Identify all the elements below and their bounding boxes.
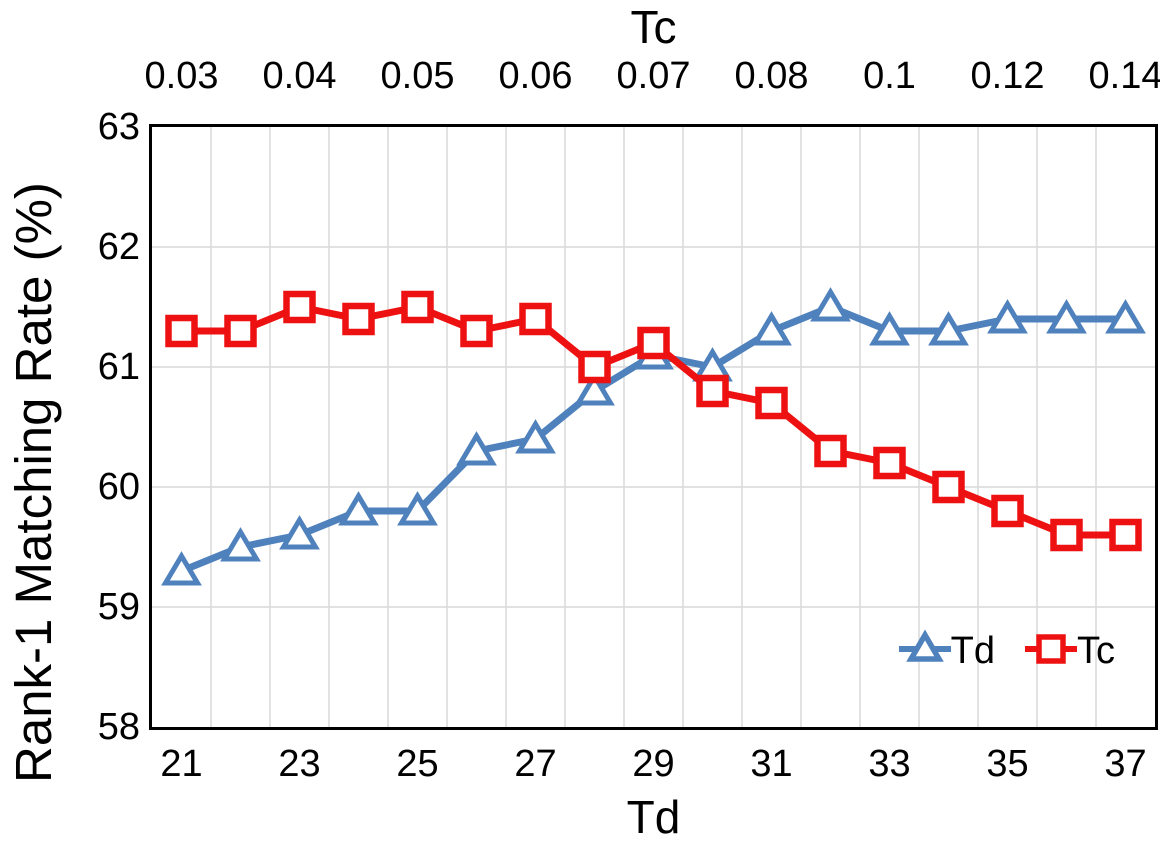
top-axis-tick: 0.06 (498, 55, 573, 97)
tc-series-marker (578, 350, 611, 384)
y-axis-tick: 61 (97, 346, 140, 388)
top-axis-tick: 0.08 (734, 55, 809, 97)
tc-series-marker (755, 386, 788, 420)
y-axis-tick: 59 (97, 586, 140, 628)
y-axis-tick: 58 (97, 706, 140, 748)
bottom-axis-tick: 21 (160, 743, 203, 785)
tc-series-marker (165, 314, 198, 348)
bottom-axis-tick: 33 (868, 743, 911, 785)
td-series-marker (338, 491, 379, 526)
top-axis-tick: 0.12 (970, 55, 1045, 97)
tc-series-marker (460, 314, 493, 348)
tc-series-marker (224, 314, 257, 348)
tc-series-marker (932, 470, 965, 504)
top-axis-tick: 0.04 (262, 55, 337, 97)
bottom-axis-tick: 37 (1104, 743, 1147, 785)
y-axis-tick: 62 (97, 226, 140, 268)
legend-item-td: Td (898, 625, 995, 676)
td-series-marker (456, 431, 497, 466)
legend-label-td: Td (950, 629, 995, 672)
chart-canvas (152, 127, 1155, 727)
bottom-axis-tick: 35 (986, 743, 1029, 785)
td-series-marker (928, 311, 969, 346)
bottom-axis-tick: 25 (396, 743, 439, 785)
tc-series-marker (342, 302, 375, 336)
top-axis-tick: 0.14 (1088, 55, 1160, 97)
tc-series-marker (873, 446, 906, 480)
td-series-marker (810, 287, 851, 322)
tc-series-marker-icon (1025, 625, 1077, 676)
tc-series-marker (1109, 518, 1142, 552)
td-series-marker-icon (898, 625, 951, 676)
legend-label-tc: Tc (1077, 629, 1115, 672)
top-axis-title: Tc (630, 1, 677, 53)
y-axis-tick: 63 (97, 106, 140, 148)
td-series-marker (515, 419, 556, 454)
tc-series-marker (283, 290, 316, 324)
tc-legend-glyph (1025, 634, 1077, 664)
top-axis-tick: 0.05 (380, 55, 455, 97)
y-axis-tick: 60 (97, 466, 140, 508)
bottom-axis-tick: 31 (750, 743, 793, 785)
td-series-marker (574, 371, 615, 406)
top-axis-tick: 0.1 (863, 55, 916, 97)
legend-item-tc: Tc (1025, 625, 1115, 676)
plot-area: Td Tc (149, 124, 1158, 730)
bottom-axis-tick: 29 (632, 743, 675, 785)
td-series-marker (1105, 299, 1146, 334)
td-series-marker (279, 515, 320, 550)
tc-series-marker (696, 374, 729, 408)
td-series-marker (397, 491, 438, 526)
bottom-axis-tick: 27 (514, 743, 557, 785)
tc-series-marker (637, 326, 670, 360)
td-series-marker (869, 311, 910, 346)
tc-series-marker (814, 434, 847, 468)
bottom-axis-title: Td (626, 791, 681, 843)
top-axis-tick: 0.07 (616, 55, 691, 97)
td-series-marker (987, 299, 1028, 334)
tc-series-marker (991, 494, 1024, 528)
td-series-marker (1046, 299, 1087, 334)
tc-series-marker (1050, 518, 1083, 552)
td-series-marker (751, 311, 792, 346)
td-legend-glyph (898, 629, 951, 662)
legend: Td Tc (898, 625, 1115, 676)
top-axis-tick: 0.03 (144, 55, 219, 97)
tc-series-marker (401, 290, 434, 324)
tc-series-marker (519, 302, 552, 336)
td-series-marker (161, 551, 202, 586)
td-series-marker (220, 527, 261, 562)
bottom-axis-tick: 23 (278, 743, 321, 785)
